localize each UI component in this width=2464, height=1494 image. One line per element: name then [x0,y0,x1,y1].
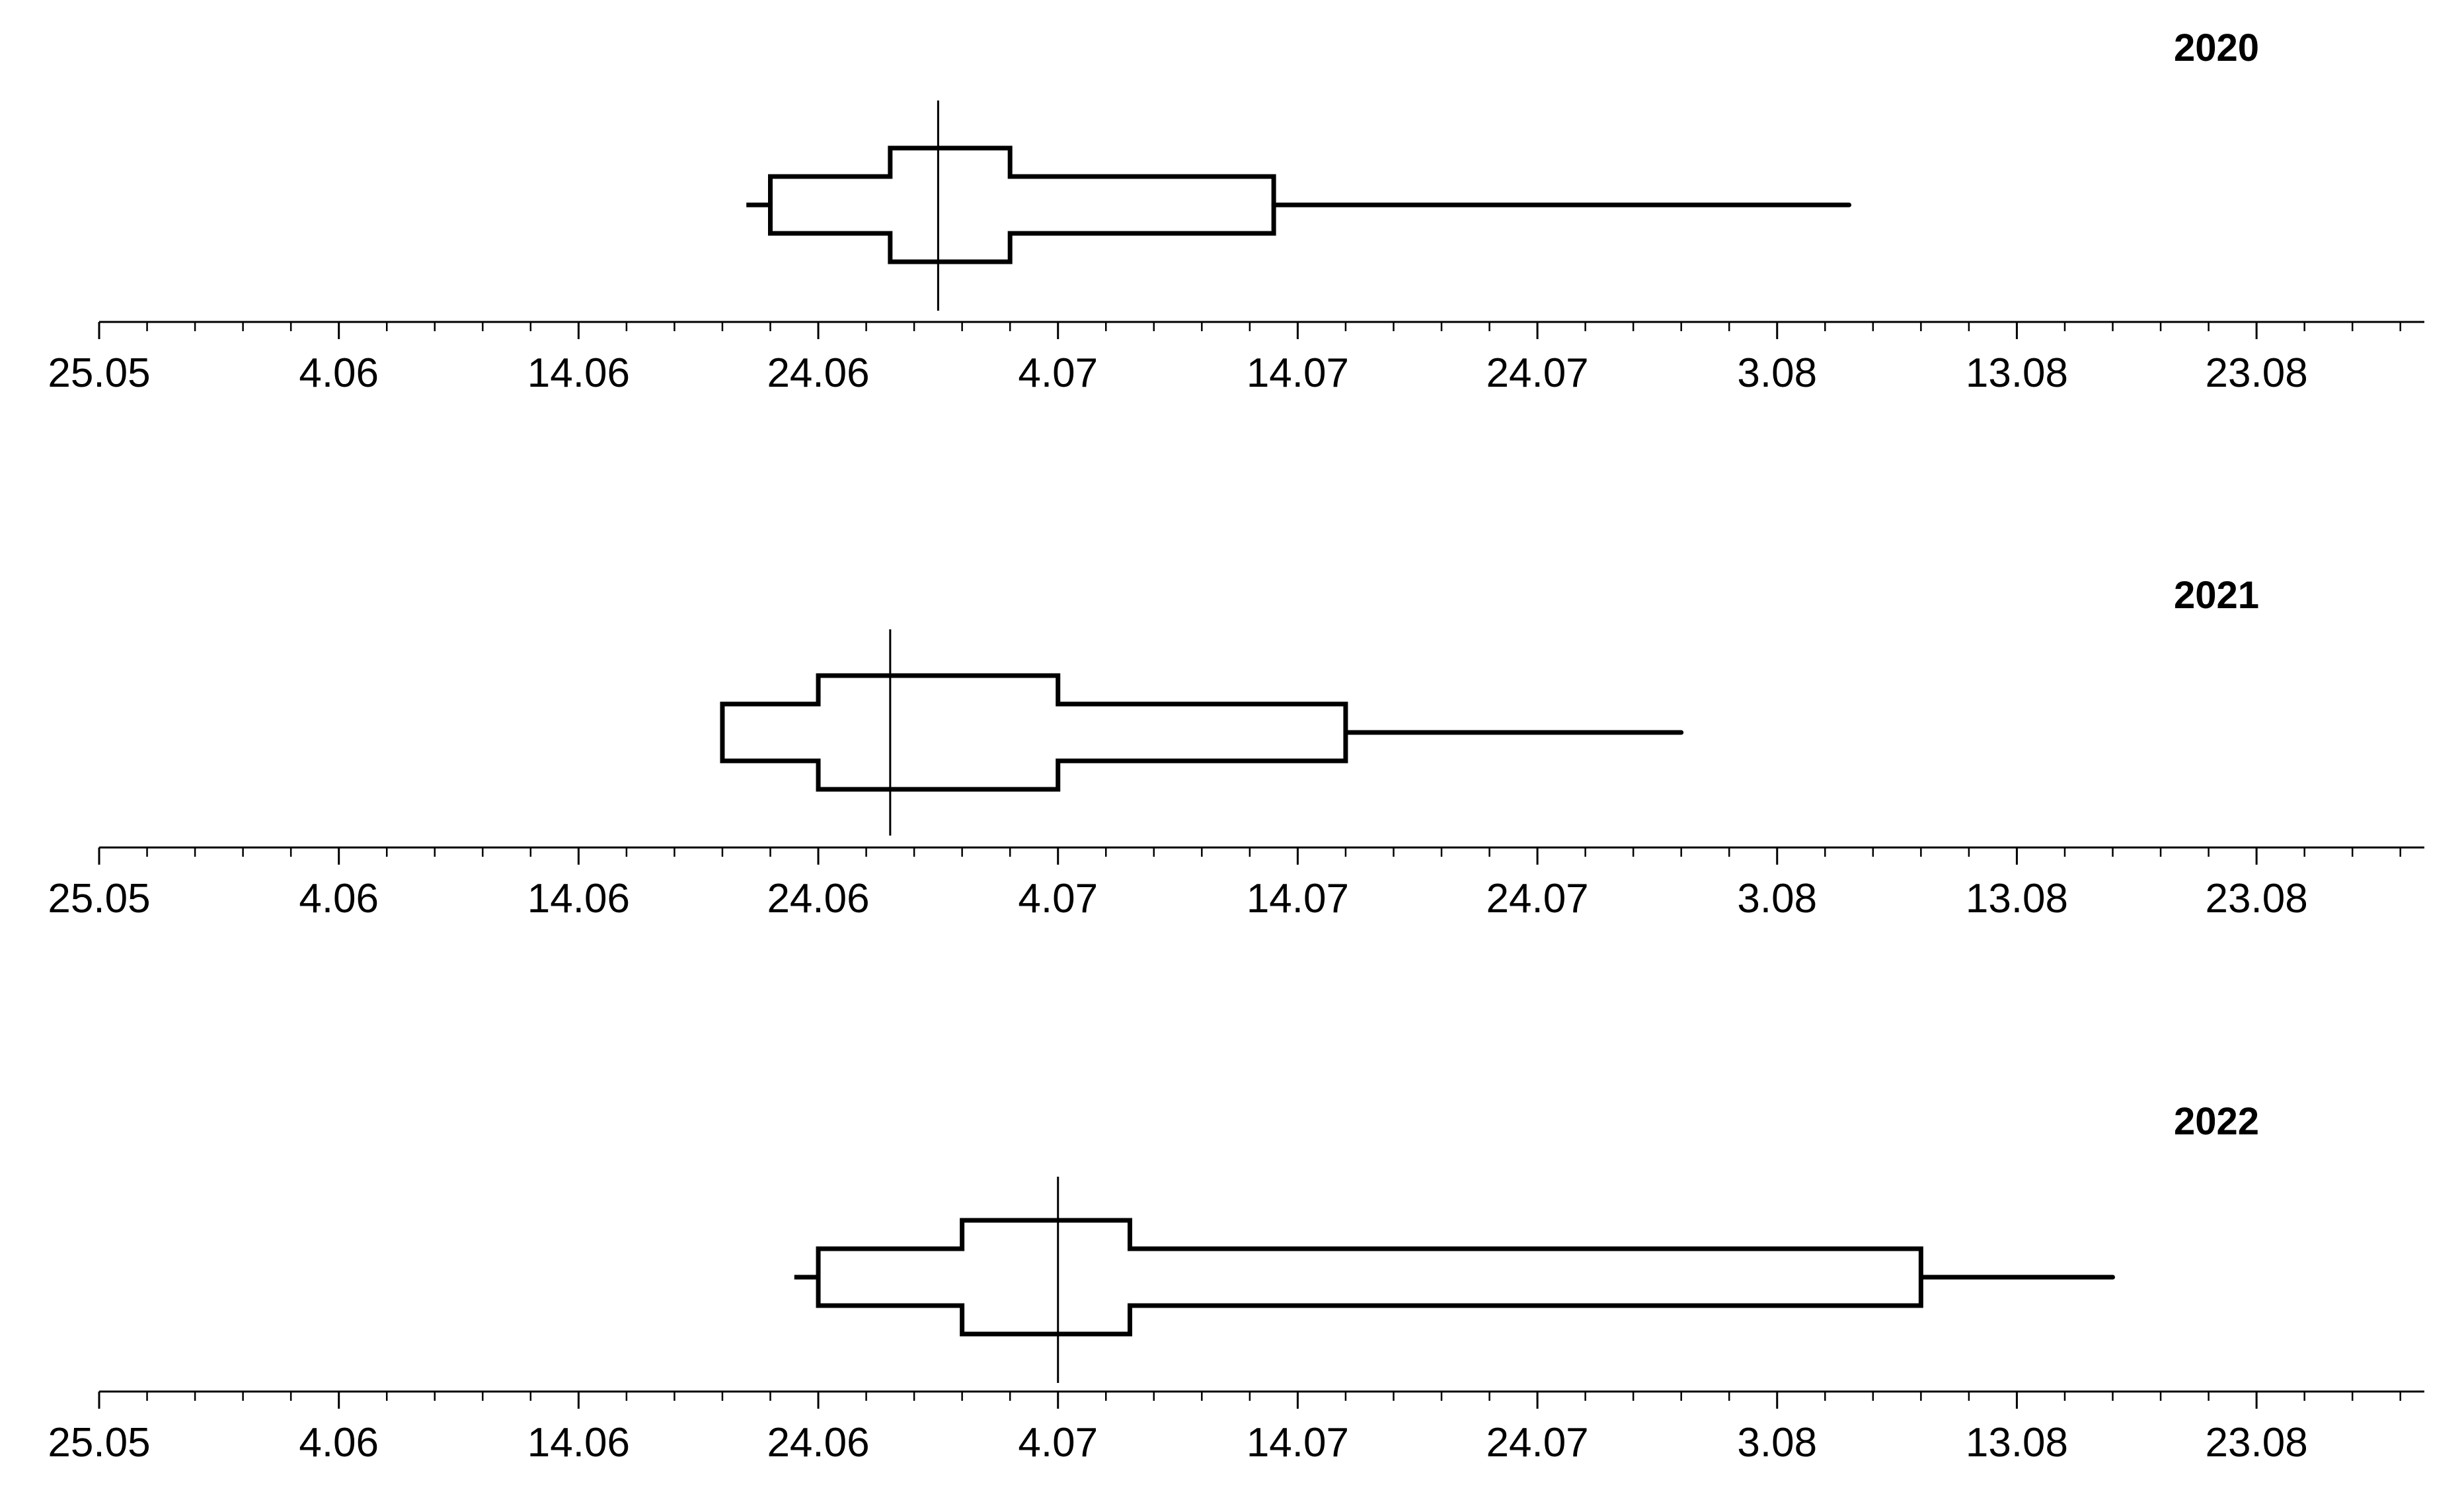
x-tick-label: 23.08 [2206,1420,2308,1466]
x-tick-label: 4.06 [299,876,379,922]
x-tick-label: 25.05 [48,876,150,922]
x-tick-label: 24.07 [1486,350,1589,396]
x-tick-label: 24.06 [767,876,869,922]
x-tick-label: 3.08 [1737,876,1817,922]
panel-title: 2022 [2174,1100,2259,1143]
x-tick-label: 13.08 [1966,350,2068,396]
x-tick-label: 4.07 [1018,350,1098,396]
x-tick-label: 3.08 [1737,1420,1817,1466]
x-tick-label: 24.06 [767,350,869,396]
x-tick-label: 24.07 [1486,1420,1589,1466]
x-tick-label: 14.07 [1247,1420,1349,1466]
x-tick-label: 4.07 [1018,1420,1098,1466]
box-outline [768,145,1276,264]
box-outline [816,1218,1923,1337]
panel-title: 2020 [2174,26,2259,69]
x-tick-label: 4.06 [299,1420,379,1466]
x-tick-label: 4.07 [1018,876,1098,922]
x-tick-label: 25.05 [48,350,150,396]
x-tick-label: 14.07 [1247,876,1349,922]
x-tick-label: 24.07 [1486,876,1589,922]
x-tick-label: 4.06 [299,350,379,396]
box-outline [720,673,1348,792]
x-tick-label: 3.08 [1737,350,1817,396]
x-tick-label: 14.06 [527,876,630,922]
panel-title: 2021 [2174,574,2259,617]
x-tick-label: 13.08 [1966,876,2068,922]
x-tick-label: 14.06 [527,1420,630,1466]
x-tick-label: 24.06 [767,1420,869,1466]
x-tick-label: 23.08 [2206,876,2308,922]
x-tick-label: 14.06 [527,350,630,396]
x-tick-label: 23.08 [2206,350,2308,396]
x-tick-label: 13.08 [1966,1420,2068,1466]
x-tick-label: 14.07 [1247,350,1349,396]
x-tick-label: 25.05 [48,1420,150,1466]
